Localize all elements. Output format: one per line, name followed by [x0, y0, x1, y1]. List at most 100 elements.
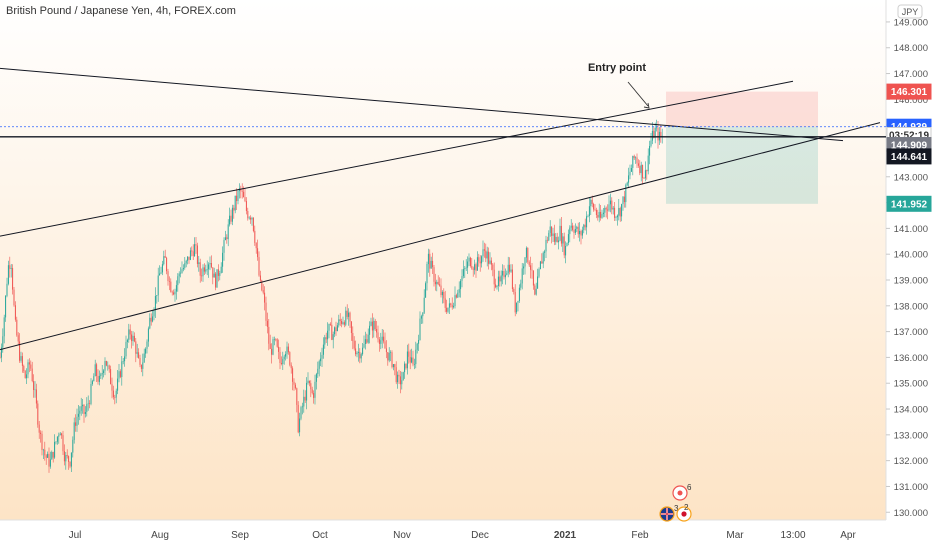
event-alert-dot	[677, 490, 683, 496]
candle-body	[481, 256, 483, 264]
candle-body	[629, 171, 631, 176]
candle-body	[534, 285, 536, 295]
candle-body	[86, 404, 88, 412]
candle-body	[577, 226, 579, 235]
candle-body	[325, 337, 327, 340]
candle-body	[10, 268, 12, 269]
trendline[interactable]	[0, 67, 844, 142]
candle-body	[632, 155, 634, 168]
candle-body	[122, 361, 124, 362]
candle-body	[625, 185, 627, 203]
trendline[interactable]	[0, 80, 794, 237]
candle-body	[485, 250, 487, 259]
candle-body	[425, 283, 427, 298]
candle-body	[192, 251, 194, 256]
candle-body	[555, 236, 557, 242]
candle-body	[453, 305, 455, 308]
candle-body	[405, 363, 407, 369]
candle-body	[0, 357, 1, 358]
candle-body	[499, 276, 501, 282]
candle-body	[47, 453, 49, 458]
event-badges[interactable]: 6 3 2	[659, 483, 692, 522]
candle-body	[341, 321, 343, 324]
candle-body	[49, 459, 51, 467]
y-tick-label: 143.000	[894, 172, 928, 183]
candle-body	[328, 323, 330, 331]
candle-body	[272, 339, 274, 355]
candle-body	[220, 266, 222, 274]
candle-body	[9, 265, 11, 269]
candle-body	[479, 261, 481, 264]
trendline[interactable]	[0, 122, 881, 351]
y-tick-label: 131.000	[894, 482, 928, 493]
candle-body	[154, 296, 156, 311]
candle-body	[159, 273, 161, 276]
candle-body	[457, 292, 459, 298]
candle-body	[520, 283, 522, 288]
candle-body	[518, 287, 520, 301]
candle-body	[338, 319, 340, 326]
x-tick-label: Dec	[471, 530, 489, 541]
candle-body	[290, 364, 292, 369]
candle-body	[289, 352, 291, 365]
position-risk-zone[interactable]	[666, 91, 818, 127]
x-tick-label: Mar	[726, 530, 744, 541]
candle-body	[331, 324, 333, 340]
trendlines[interactable]	[0, 67, 886, 351]
y-tick-label: 147.000	[894, 69, 928, 80]
candle-body	[637, 163, 639, 166]
candle-body	[496, 286, 498, 288]
candle-body	[650, 140, 652, 146]
candle-body	[500, 275, 502, 282]
candle-body	[565, 246, 567, 256]
candle-body	[100, 374, 102, 376]
candle-body	[489, 260, 491, 264]
candle-body	[504, 274, 506, 278]
candle-body	[175, 285, 177, 292]
candle-body	[285, 354, 287, 357]
currency-badge[interactable]	[897, 4, 923, 19]
candle-body	[97, 376, 99, 382]
candle-body	[475, 264, 477, 271]
candle-body	[12, 268, 14, 290]
candle-body	[79, 410, 81, 414]
candle-body	[345, 310, 347, 325]
entry-point-arrow	[627, 81, 649, 107]
candle-body	[413, 364, 415, 365]
candle-body	[562, 236, 564, 244]
candle-body	[89, 403, 91, 404]
candle-body	[373, 320, 375, 331]
candle-body	[398, 374, 400, 377]
candle-body	[65, 455, 67, 462]
candle-body	[349, 312, 351, 322]
candle-body	[177, 276, 179, 286]
candle-body	[147, 328, 149, 342]
position-reward-zone[interactable]	[666, 126, 818, 204]
candle-body	[467, 261, 469, 268]
candle-body	[77, 413, 79, 417]
candle-body	[387, 352, 389, 361]
candle-body	[454, 295, 456, 306]
candle-body	[41, 433, 43, 450]
candle-body	[311, 389, 313, 394]
candle-body	[616, 215, 618, 218]
candle-body	[61, 433, 63, 436]
candle-body	[303, 396, 305, 407]
candle-body	[203, 267, 205, 272]
candle-body	[546, 239, 548, 241]
candle-body	[444, 298, 446, 308]
candle-body	[524, 257, 526, 267]
candle-body	[507, 264, 509, 274]
candle-body	[588, 206, 590, 216]
candle-body	[394, 364, 396, 368]
candle-body	[549, 226, 551, 233]
candle-body	[174, 291, 176, 295]
candle-body	[271, 348, 273, 355]
candle-body	[222, 252, 224, 267]
candle-body	[495, 284, 497, 288]
time-axis-background[interactable]	[0, 520, 932, 550]
candle-body	[257, 248, 259, 258]
candle-body	[83, 404, 85, 414]
